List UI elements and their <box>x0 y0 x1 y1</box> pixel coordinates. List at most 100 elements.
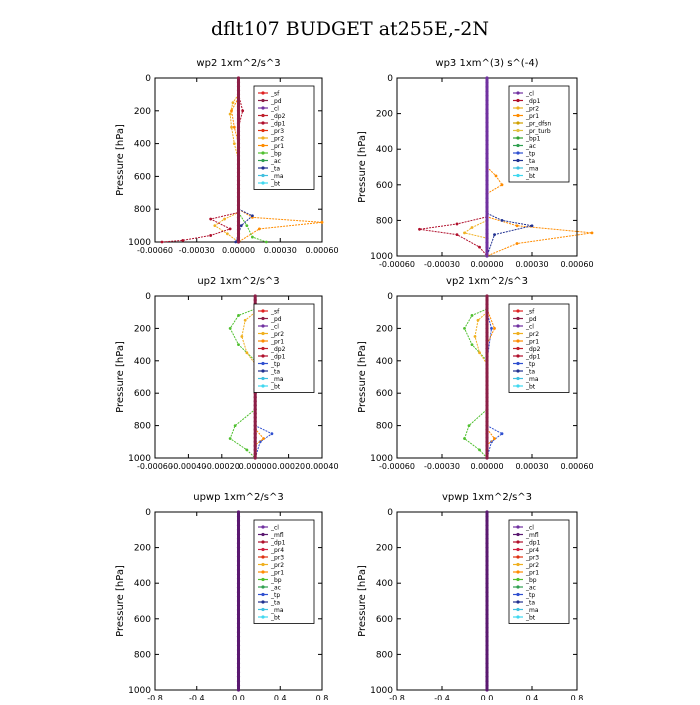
point-cl <box>485 218 489 222</box>
figure-title: dflt107 BUDGET at255E,-2N <box>210 18 489 40</box>
point-cl <box>485 80 489 85</box>
point-cl <box>485 120 489 125</box>
point-mf <box>485 550 489 554</box>
y-axis-label: Pressure [hPa] <box>115 124 126 196</box>
y-tick-label: 400 <box>376 357 393 367</box>
legend-label: _dp1 <box>270 540 286 547</box>
point-pr2 <box>478 351 481 355</box>
point-mf <box>485 635 489 639</box>
point-cl <box>485 152 489 156</box>
y-tick-label: 1000 <box>128 238 151 248</box>
point-pd <box>236 170 241 174</box>
point-pd <box>485 306 489 310</box>
series-pr2 <box>463 219 488 239</box>
point-cl <box>485 187 489 191</box>
legend-marker <box>516 166 520 170</box>
point-cl <box>485 169 489 174</box>
x-tick-label: 0.00000 <box>222 246 255 255</box>
legend-marker <box>516 577 520 582</box>
point-pd <box>236 129 241 133</box>
point-cl <box>485 227 489 231</box>
point-mf <box>236 603 241 608</box>
point-cl <box>485 196 489 200</box>
point-mf <box>236 635 241 639</box>
x-tick-label: 0.00000 <box>470 260 503 269</box>
point-cl <box>485 214 489 218</box>
point-pd <box>253 403 257 407</box>
legend-label: _bt <box>270 181 281 188</box>
point-pr1 <box>493 327 496 330</box>
point-pd <box>236 121 241 125</box>
point-mf <box>236 590 241 594</box>
point-pd <box>253 395 257 399</box>
point-pd <box>485 436 489 440</box>
point-bp <box>228 437 232 440</box>
point-pd <box>236 80 241 84</box>
legend-marker <box>261 376 265 381</box>
point-pd <box>236 232 241 236</box>
point-mf <box>236 657 241 661</box>
point-bp <box>245 224 249 228</box>
point-mf <box>485 546 489 550</box>
point-mf <box>485 617 489 621</box>
point-cl <box>485 107 489 111</box>
point-pr2 <box>240 335 244 338</box>
legend-marker <box>516 151 520 155</box>
y-axis-label: Pressure [hPa] <box>357 565 368 637</box>
legend-label: _tp <box>525 361 535 368</box>
legend-marker <box>516 547 520 552</box>
point-dp1 <box>455 233 459 237</box>
x-tick-label: 0.00000 <box>239 462 272 471</box>
point-pd <box>485 351 489 355</box>
point-bp <box>264 240 268 244</box>
legend-label: _ac <box>270 585 281 592</box>
legend-label: _dp1 <box>525 540 541 547</box>
point-mf <box>485 608 489 612</box>
point-cl <box>485 160 489 165</box>
point-cl <box>485 183 489 187</box>
point-mf <box>236 554 241 559</box>
point-mf <box>236 514 241 519</box>
legend-marker <box>261 166 265 170</box>
point-pd <box>485 448 489 452</box>
point-pd <box>485 359 489 363</box>
point-mf <box>485 688 489 692</box>
x-tick-label: 0.00060 <box>305 246 338 255</box>
point-pr2 <box>243 318 247 322</box>
x-tick-label: 0.00060 <box>560 462 593 471</box>
point-cl <box>485 138 489 142</box>
point-cl <box>485 134 489 138</box>
point-pd <box>485 444 489 448</box>
y-tick-label: 600 <box>134 172 151 182</box>
legend-marker <box>261 592 265 597</box>
legend-label: _ma <box>270 173 284 180</box>
point-mf <box>236 523 241 527</box>
point-mf <box>236 537 241 541</box>
legend-marker <box>516 98 520 103</box>
legend-label: _ac <box>270 158 281 165</box>
point-mf <box>236 639 241 643</box>
y-tick-label: 600 <box>376 181 393 191</box>
point-pd <box>485 440 489 444</box>
point-pr2 <box>470 226 474 229</box>
series-ta <box>486 212 533 257</box>
point-mf <box>236 541 241 545</box>
legend-label: _ma <box>270 607 284 614</box>
point-pr2 <box>223 217 226 221</box>
x-tick-label: -0.00040 <box>170 462 206 471</box>
point-mf <box>485 657 489 661</box>
y-tick-label: 0 <box>387 74 393 84</box>
y-tick-label: 0 <box>387 292 393 302</box>
point-pd <box>236 125 241 129</box>
point-mf <box>236 594 241 599</box>
point-dp1 <box>181 238 185 242</box>
legend: _cl_mfl_dp1_pr4_pr3_pr2_pr1_bp_ac_tp_ta_… <box>253 519 315 624</box>
point-pd <box>485 432 489 436</box>
legend-label: _dp1 <box>270 121 286 128</box>
point-pd <box>485 326 489 330</box>
point-cl <box>485 205 489 209</box>
x-tick-label: 0.0 <box>481 694 494 700</box>
point-mf <box>236 528 241 532</box>
legend-label: _mfl <box>525 532 539 539</box>
point-pd <box>253 452 257 456</box>
